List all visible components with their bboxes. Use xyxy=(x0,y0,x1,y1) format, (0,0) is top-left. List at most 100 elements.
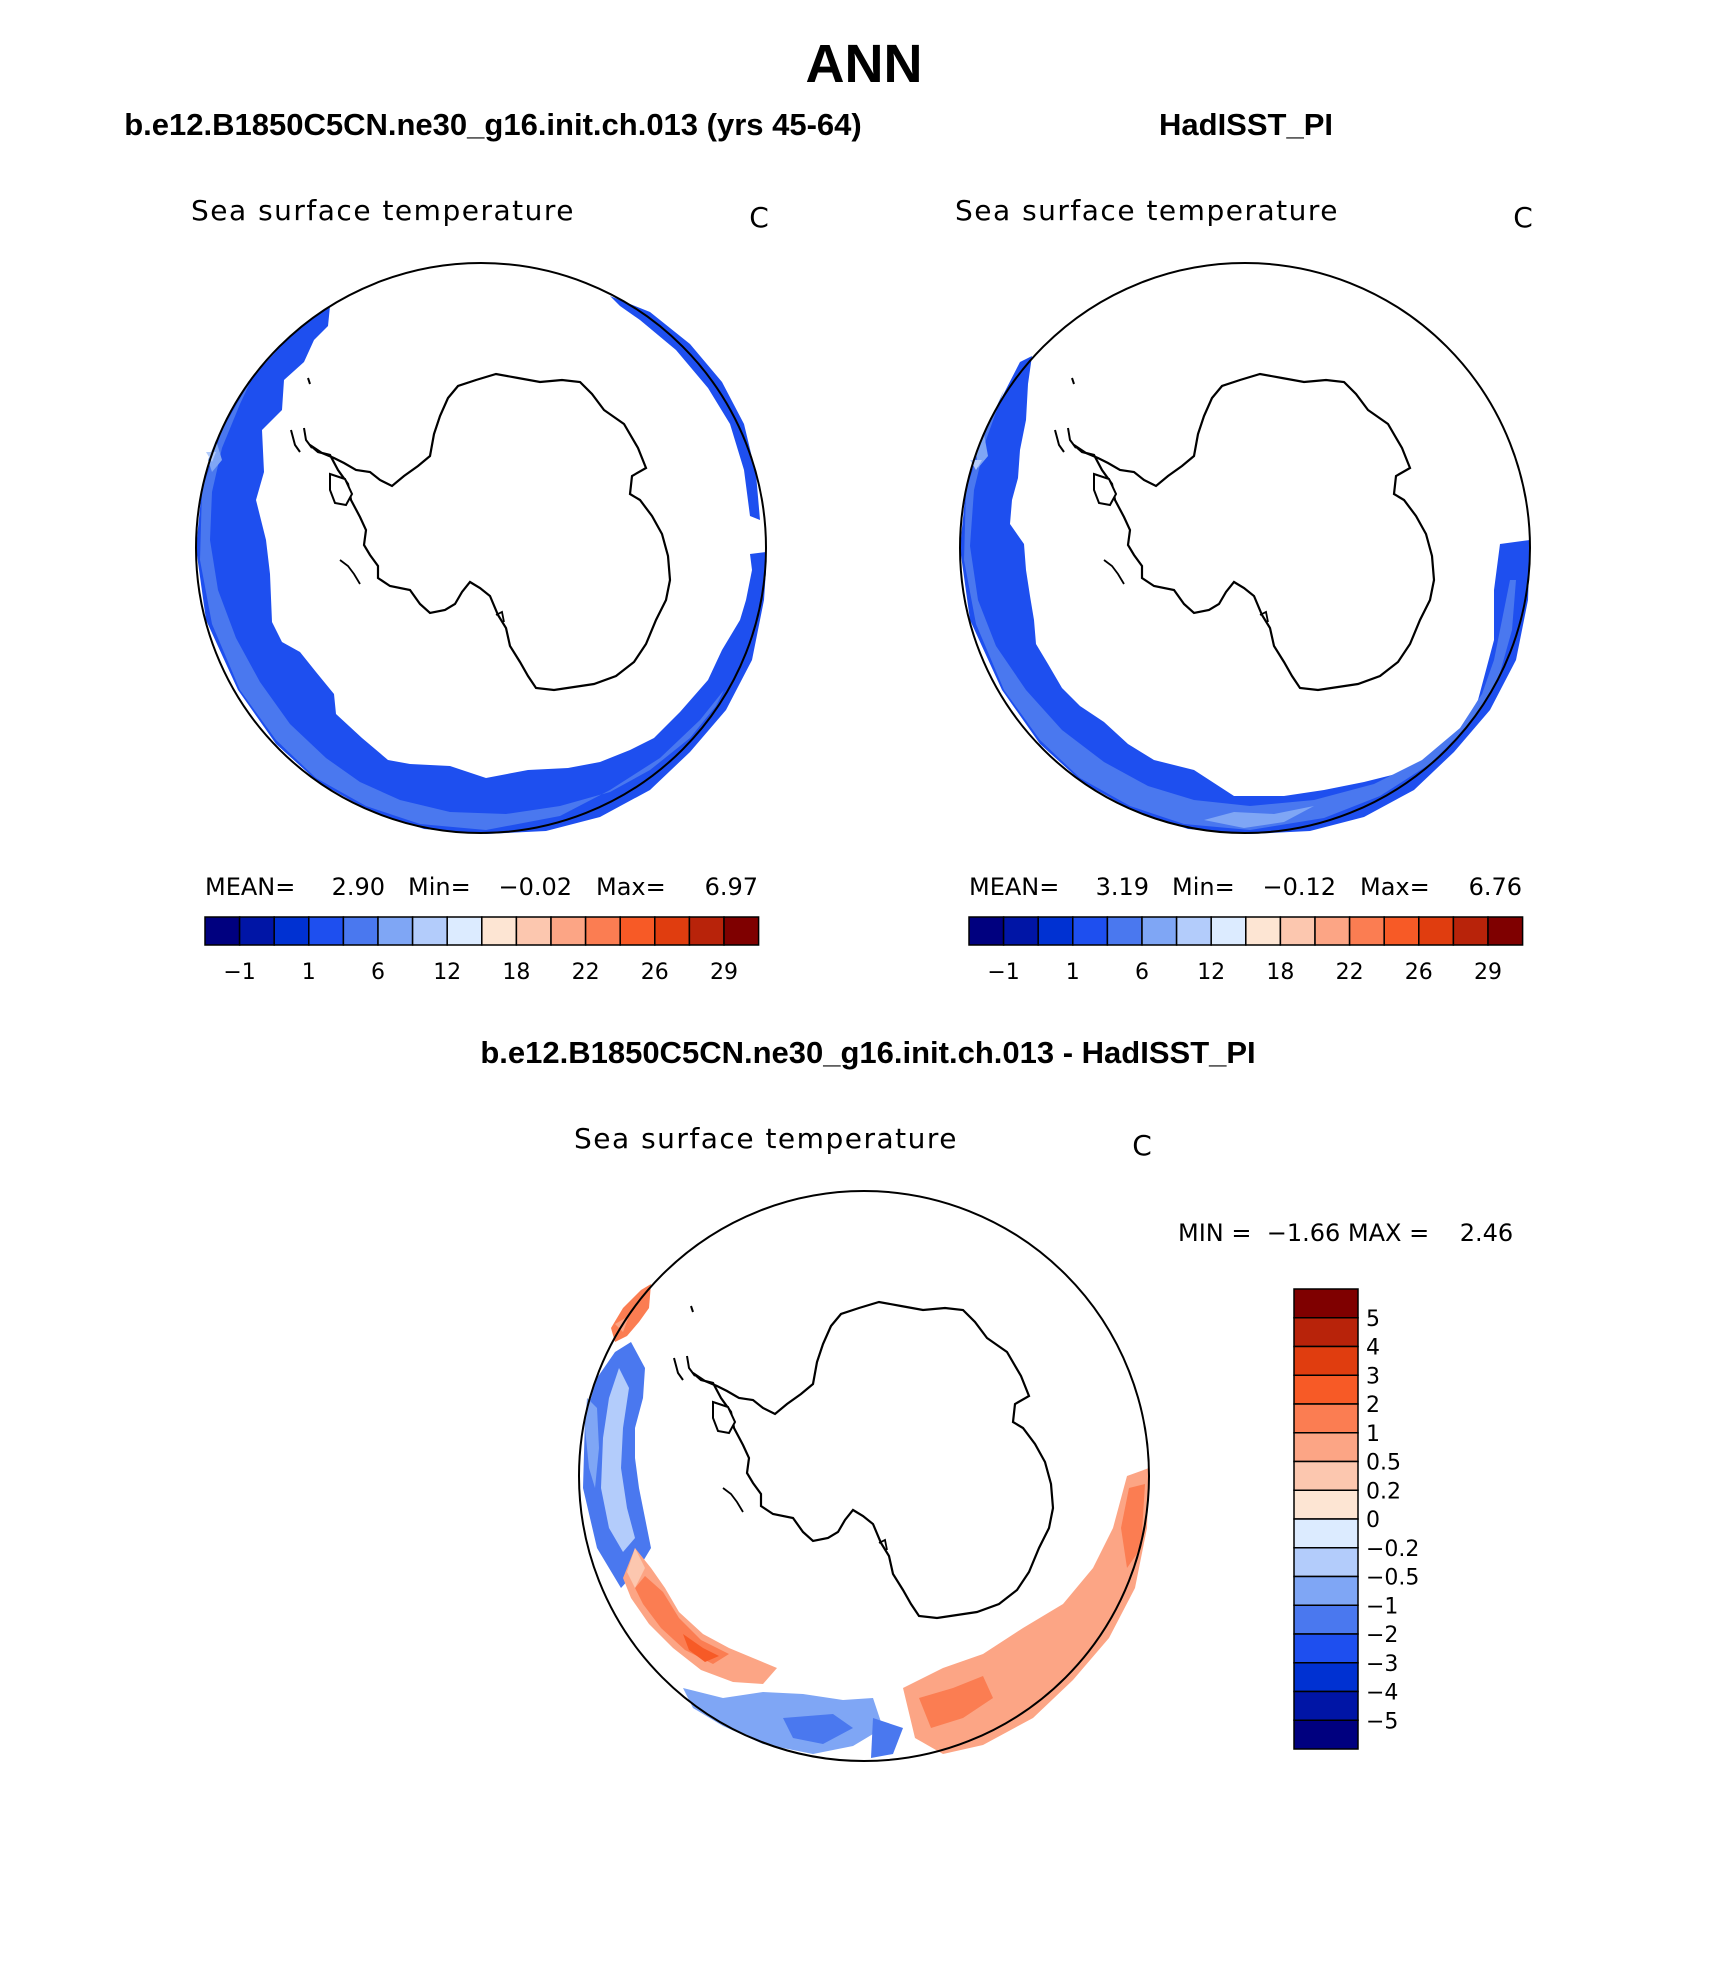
model-colorbar-tick-label: 29 xyxy=(710,960,738,985)
panel-diff-map xyxy=(578,1190,1150,1762)
panel-obs-variable: Sea surface temperature xyxy=(955,194,1339,227)
page-title: ANN xyxy=(806,34,923,94)
diff-colorbar-tick-label: −2 xyxy=(1366,1623,1398,1648)
diff-colorbar-tick-label: −0.5 xyxy=(1366,1566,1419,1591)
obs-colorbar-cell xyxy=(1175,916,1212,946)
diff-colorbar-cell xyxy=(1293,1633,1359,1664)
obs-colorbar-tick-label: 12 xyxy=(1197,960,1225,985)
obs-colorbar-cell xyxy=(1452,916,1489,946)
obs-colorbar-cell xyxy=(1487,916,1524,946)
panel-model-map xyxy=(195,262,767,834)
panel-obs-header: HadISST_PI xyxy=(1159,107,1333,142)
diff-colorbar-tick-label: 0.5 xyxy=(1366,1451,1401,1476)
diff-colorbar-tick-label: 2 xyxy=(1366,1393,1380,1418)
obs-colorbar-cell xyxy=(1141,916,1178,946)
model-colorbar-tick-label: 18 xyxy=(502,960,530,985)
model-colorbar-tick-label: 22 xyxy=(572,960,600,985)
diff-colorbar-cell xyxy=(1293,1460,1359,1491)
panel-diff-units: C xyxy=(1132,1129,1152,1162)
obs-colorbar-cell xyxy=(1418,916,1455,946)
model-colorbar-cell xyxy=(377,916,414,946)
obs-colorbar-cell xyxy=(1383,916,1420,946)
model-colorbar-cell xyxy=(446,916,483,946)
model-colorbar-tick-label: −1 xyxy=(223,960,255,985)
diff-colorbar-tick-label: 5 xyxy=(1366,1307,1380,1332)
panel-diff-colorbar-ticks: 5 4 3 2 1 0.5 0.2 0 −0.2 −0.5 −1 −2 −3 −4 −5 xyxy=(1366,1307,1419,1735)
model-colorbar-cell xyxy=(550,916,587,946)
obs-colorbar-tick-label: 18 xyxy=(1266,960,1294,985)
panel-obs-colorbar xyxy=(968,916,1524,946)
model-mean-value: 2.90 xyxy=(332,873,385,901)
panel-diff-colorbar xyxy=(1293,1288,1359,1750)
obs-max-value: 6.76 xyxy=(1469,873,1522,901)
model-mean-label: MEAN= xyxy=(205,873,295,901)
diff-colorbar-cell xyxy=(1293,1547,1359,1578)
obs-colorbar-cell xyxy=(1072,916,1109,946)
obs-colorbar-cell xyxy=(1279,916,1316,946)
model-colorbar-cell xyxy=(204,916,241,946)
panel-obs-map-border xyxy=(959,262,1531,834)
obs-colorbar-cell xyxy=(1037,916,1074,946)
diff-colorbar-cell xyxy=(1293,1374,1359,1405)
obs-colorbar-tick-label: 29 xyxy=(1474,960,1502,985)
obs-colorbar-tick-label: −1 xyxy=(987,960,1019,985)
obs-colorbar-cell xyxy=(968,916,1005,946)
obs-mean-label: MEAN= xyxy=(969,873,1059,901)
panel-diff-variable: Sea surface temperature xyxy=(574,1122,958,1155)
panel-diff-header: b.e12.B1850C5CN.ne30_g16.init.ch.013 - H… xyxy=(480,1035,1255,1070)
diff-colorbar-tick-label: −3 xyxy=(1366,1652,1398,1677)
model-colorbar-cell xyxy=(481,916,518,946)
model-min-value: −0.02 xyxy=(498,873,572,901)
obs-colorbar-cell xyxy=(1245,916,1282,946)
panel-diff-stats: MIN = −1.66 MAX = 2.46 xyxy=(1178,1219,1513,1247)
diff-colorbar-cell xyxy=(1293,1604,1359,1635)
panel-model-map-border xyxy=(195,262,767,834)
diff-colorbar-tick-label: −5 xyxy=(1366,1709,1398,1734)
diff-colorbar-tick-label: 4 xyxy=(1366,1336,1380,1361)
panel-model-colorbar xyxy=(204,916,760,946)
diff-colorbar-cell xyxy=(1293,1403,1359,1434)
model-colorbar-cell xyxy=(273,916,310,946)
diff-colorbar-tick-label: 0.2 xyxy=(1366,1479,1401,1504)
diff-colorbar-cell xyxy=(1293,1575,1359,1606)
obs-colorbar-cell xyxy=(1348,916,1385,946)
panel-obs: HadISST_PI Sea surface temperature C MEA… xyxy=(955,107,1533,985)
obs-colorbar-tick-label: 26 xyxy=(1405,960,1433,985)
diff-colorbar-cell xyxy=(1293,1489,1359,1520)
model-colorbar-cell xyxy=(723,916,760,946)
diff-southeast-red xyxy=(903,1468,1149,1754)
panel-model-header: b.e12.B1850C5CN.ne30_g16.init.ch.013 (yr… xyxy=(124,107,862,142)
obs-colorbar-tick-label: 6 xyxy=(1135,960,1149,985)
diff-colorbar-tick-label: −0.2 xyxy=(1366,1537,1419,1562)
obs-colorbar-cell xyxy=(1210,916,1247,946)
diff-colorbar-cell xyxy=(1293,1317,1359,1348)
panel-diff: b.e12.B1850C5CN.ne30_g16.init.ch.013 - H… xyxy=(480,1035,1513,1762)
diff-colorbar-cell xyxy=(1293,1662,1359,1693)
obs-mean-value: 3.19 xyxy=(1096,873,1149,901)
obs-colorbar-cell xyxy=(1314,916,1351,946)
diff-colorbar-tick-label: 0 xyxy=(1366,1508,1380,1533)
model-colorbar-cell xyxy=(238,916,275,946)
panel-obs-units: C xyxy=(1513,201,1533,234)
obs-colorbar-cell xyxy=(1002,916,1039,946)
obs-colorbar-tick-label: 1 xyxy=(1066,960,1080,985)
model-max-value: 6.97 xyxy=(705,873,758,901)
obs-colorbar-cell xyxy=(1106,916,1143,946)
diff-colorbar-cell xyxy=(1293,1345,1359,1376)
model-colorbar-cell xyxy=(584,916,621,946)
model-min-label: Min= xyxy=(408,873,471,901)
model-max-label: Max= xyxy=(596,873,666,901)
panel-obs-stats: MEAN= 3.19 Min= −0.12 Max= 6.76 xyxy=(969,873,1522,901)
diff-colorbar-cell xyxy=(1293,1432,1359,1463)
model-colorbar-cell xyxy=(411,916,448,946)
diff-colorbar-tick-label: −4 xyxy=(1366,1681,1398,1706)
panel-diff-map-border xyxy=(578,1190,1150,1762)
panel-model-colorbar-ticks: −1 1 6 12 18 22 26 29 xyxy=(223,960,738,985)
model-colorbar-cell xyxy=(619,916,656,946)
panel-obs-map xyxy=(959,262,1531,834)
panel-model-units: C xyxy=(749,201,769,234)
diff-colorbar-cell xyxy=(1293,1288,1359,1319)
model-colorbar-cell xyxy=(688,916,725,946)
diff-west-pale xyxy=(601,1368,635,1552)
